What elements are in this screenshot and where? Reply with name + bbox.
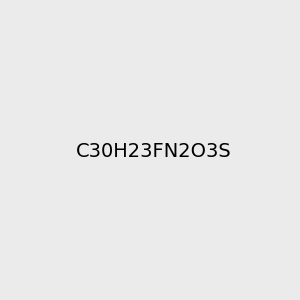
Text: C30H23FN2O3S: C30H23FN2O3S bbox=[76, 142, 232, 161]
